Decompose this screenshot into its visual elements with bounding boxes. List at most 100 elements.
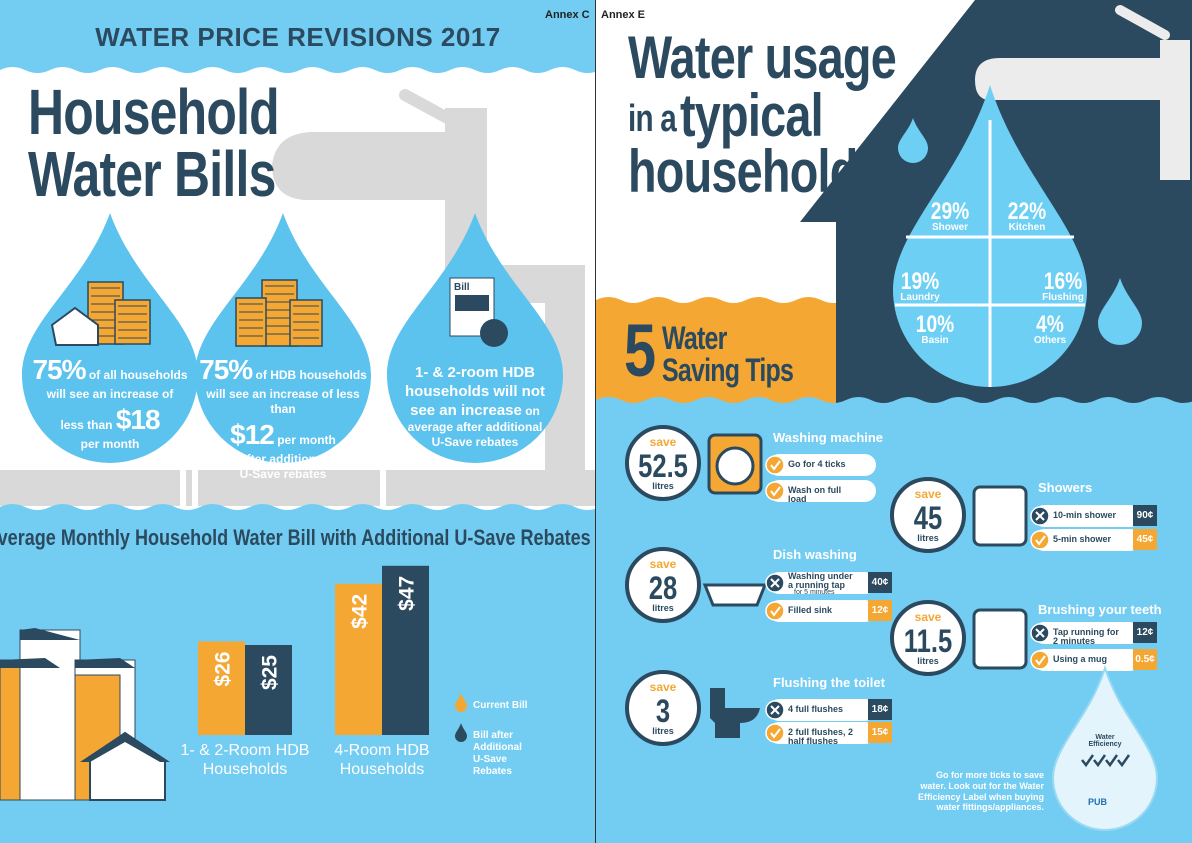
item-text: Washing under a running tap (788, 571, 853, 591)
icon-glyph (770, 578, 780, 588)
bar (382, 565, 429, 735)
item-pill (768, 600, 876, 622)
stat: 75% (199, 354, 253, 385)
legend-label: Bill after Additional U-Save Rebates (473, 730, 522, 777)
item-pill (1033, 505, 1141, 527)
page-title: Water Bills (28, 138, 276, 210)
value-label: $25 (259, 655, 282, 690)
text: on (525, 403, 540, 418)
text: see an increase (410, 401, 522, 419)
save-unit: litres (652, 481, 674, 491)
item-text: Go for 4 ticks (788, 459, 846, 469)
tick-icon (765, 601, 785, 621)
icon-glyph (770, 705, 780, 715)
item-value: 15¢ (871, 727, 889, 738)
value-label: $26 (212, 651, 235, 686)
save-circle (890, 600, 966, 676)
title: household (628, 138, 858, 205)
text: per month (277, 433, 336, 447)
usage-percent: 22% (1007, 198, 1047, 225)
item-text: 10-min shower (1053, 510, 1117, 520)
label-tick (1117, 754, 1131, 768)
tick-icon (765, 481, 785, 501)
usage-label: Kitchen (1008, 222, 1046, 233)
value-label: $42 (349, 594, 372, 629)
item-value: 90¢ (1136, 510, 1154, 521)
save-label: save (649, 557, 677, 571)
save-unit: litres (652, 726, 674, 736)
category-label: 1- & 2-Room HDB Households (180, 742, 310, 779)
usage-percent: 10% (915, 311, 955, 338)
item-text: 2 full flushes, 2 half flushes (788, 727, 854, 747)
save-label: save (914, 487, 942, 501)
value-box (1133, 529, 1157, 550)
item-pill (1033, 649, 1141, 671)
drop-text: 1- & 2-room HDB households will not see … (392, 364, 558, 450)
chart-title: Average Monthly Household Water Bill wit… (0, 525, 591, 550)
value-label: $47 (396, 576, 419, 611)
bar (335, 583, 382, 735)
roof (0, 628, 135, 668)
save-label: save (649, 435, 677, 449)
text: U-Save rebates (431, 435, 519, 450)
text: 1- & 2-room HDB (414, 364, 535, 381)
pipe-joint (192, 464, 198, 512)
tips-number: 5 (624, 309, 656, 392)
item-pill (768, 480, 876, 502)
drop-text: 75% of HDB households will see an increa… (195, 352, 371, 482)
item-pill (768, 722, 876, 744)
water-drop (387, 213, 563, 463)
tap-spout (975, 58, 1165, 100)
icon-glyph (770, 460, 781, 471)
item-value: 0.5¢ (1135, 654, 1155, 665)
icon-glyph (1035, 655, 1046, 666)
icon-glyph (770, 606, 781, 617)
legend-marker (455, 693, 467, 712)
item-pill (1033, 529, 1141, 551)
value-box (1133, 505, 1157, 526)
item-value: 40¢ (871, 577, 889, 588)
amount: $12 (230, 419, 275, 450)
item-value: 45¢ (1136, 534, 1154, 545)
text: less than (60, 418, 113, 432)
tip-heading: Showers (1038, 480, 1093, 495)
tip-icon (715, 446, 755, 486)
legend-label: Current Bill (473, 700, 528, 711)
pipe-joint (380, 464, 386, 512)
icon-glyph (1035, 535, 1046, 546)
bill-bars (455, 295, 489, 311)
save-unit: litres (652, 603, 674, 613)
label-tick (1105, 754, 1119, 768)
usage-percent: 16% (1043, 268, 1083, 295)
title: in a (628, 98, 677, 140)
text: average after additional (407, 420, 543, 435)
category-label: 4-Room HDB Households (334, 742, 430, 779)
text: after additional (239, 452, 326, 466)
footnote: Go for more ticks to save water. Look ou… (917, 770, 1044, 813)
item-pill (768, 572, 876, 594)
small-drop (898, 118, 928, 163)
value-box (868, 600, 892, 621)
legend-marker (455, 723, 467, 742)
item-text: Wash on full load (788, 485, 842, 505)
value-box (868, 722, 892, 743)
pipe-joint (180, 464, 186, 512)
usage-label: Shower (931, 222, 969, 233)
value-box (868, 572, 892, 593)
bill-label: Bill (454, 282, 470, 293)
usage-label: Flushing (1042, 292, 1084, 303)
text: per month (80, 437, 140, 451)
item-value: 18¢ (871, 704, 889, 715)
house-roof (80, 732, 170, 762)
building-icon (289, 299, 323, 347)
page-title: Household (28, 76, 280, 148)
tip-icon (972, 608, 1028, 670)
tap-handle (1115, 5, 1170, 40)
text: of all households (88, 368, 188, 382)
usage-label: Basin (921, 335, 949, 346)
save-circle (625, 425, 701, 501)
item-pill (768, 454, 876, 476)
icon-glyph (1035, 628, 1045, 638)
